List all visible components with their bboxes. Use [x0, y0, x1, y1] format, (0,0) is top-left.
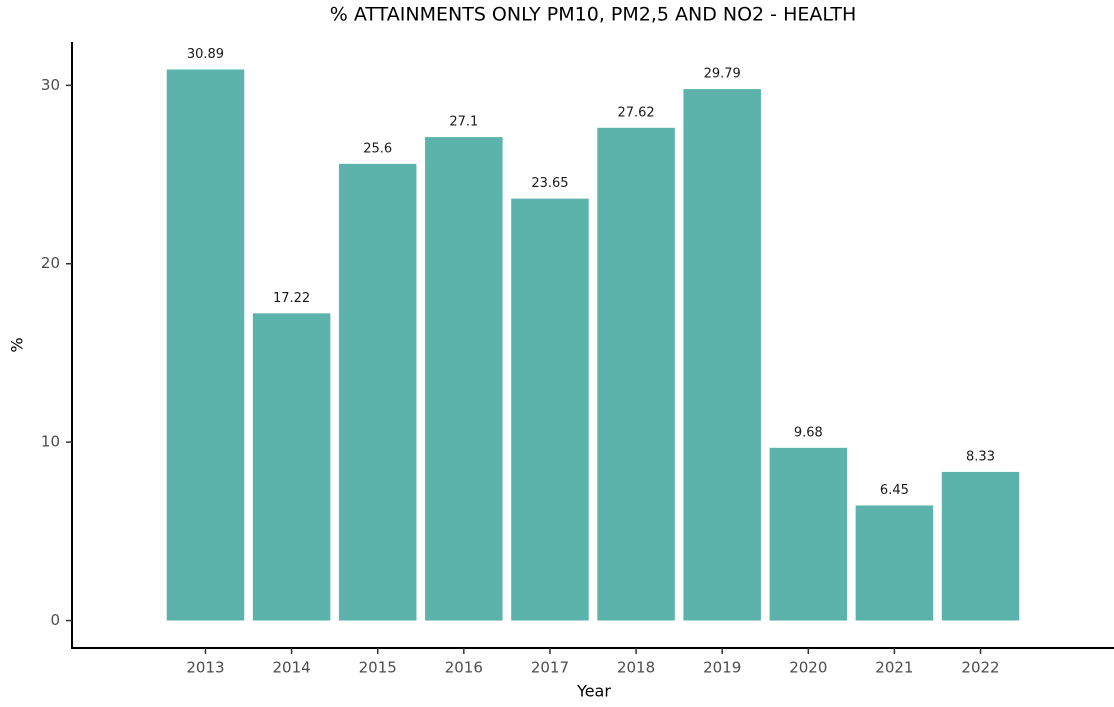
bar — [166, 69, 245, 621]
bar — [252, 313, 331, 621]
bar — [941, 471, 1020, 621]
value-label: 6.45 — [880, 483, 909, 498]
y-tick-label: 30 — [41, 76, 60, 94]
value-label: 17.22 — [273, 291, 310, 306]
value-label: 27.62 — [617, 105, 654, 120]
x-tick-label: 2018 — [617, 659, 655, 677]
y-tick-label: 20 — [41, 254, 60, 272]
x-tick-label: 2022 — [961, 659, 999, 677]
value-label: 9.68 — [794, 425, 823, 440]
bar — [425, 137, 503, 621]
x-tick-label: 2016 — [445, 659, 483, 677]
bar — [597, 127, 675, 621]
x-tick-label: 2013 — [186, 659, 224, 677]
value-label: 8.33 — [966, 449, 995, 464]
x-tick-label: 2021 — [875, 659, 913, 677]
bar — [511, 198, 589, 621]
y-axis-label: % — [8, 337, 27, 352]
bar — [769, 447, 848, 621]
x-tick-label: 2014 — [273, 659, 311, 677]
x-tick-label: 2017 — [531, 659, 569, 677]
value-label: 27.1 — [449, 115, 478, 130]
x-tick-label: 2019 — [703, 659, 741, 677]
value-label: 29.79 — [704, 67, 741, 82]
value-label: 30.89 — [187, 47, 224, 62]
x-tick-label: 2015 — [359, 659, 397, 677]
x-axis-label: Year — [576, 682, 611, 701]
y-tick-label: 10 — [41, 433, 60, 451]
bar — [338, 163, 417, 621]
bar — [683, 89, 761, 621]
bar — [855, 505, 934, 621]
x-tick-label: 2020 — [789, 659, 827, 677]
chart-title: % ATTAINMENTS ONLY PM10, PM2,5 AND NO2 -… — [330, 4, 856, 26]
value-label: 25.6 — [363, 141, 392, 156]
value-label: 23.65 — [531, 176, 568, 191]
y-tick-label: 0 — [50, 611, 60, 629]
